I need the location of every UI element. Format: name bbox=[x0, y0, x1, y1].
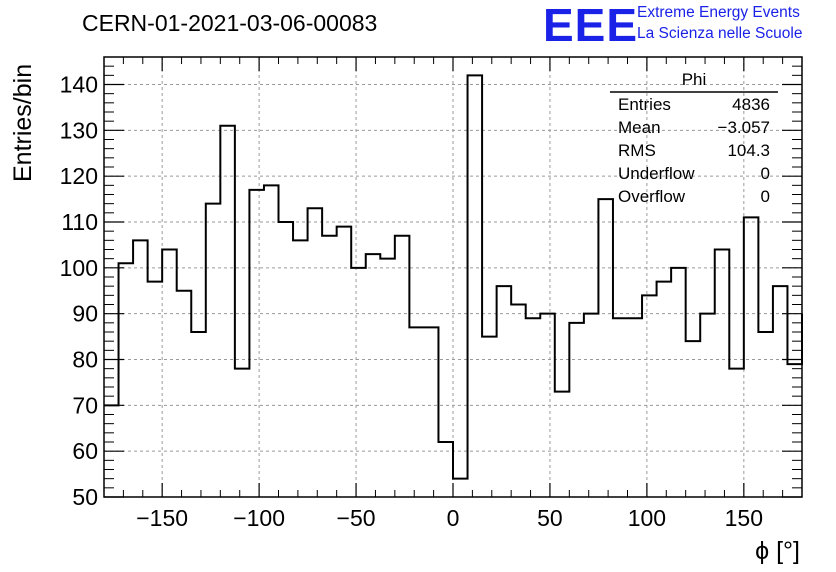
x-tick-label: −150 bbox=[136, 505, 188, 531]
y-tick-label: 100 bbox=[60, 255, 98, 281]
stats-title: Phi bbox=[682, 70, 707, 89]
axis-ticks bbox=[104, 56, 802, 498]
stats-value-entries: 4836 bbox=[732, 95, 770, 114]
stats-value-overflow: 0 bbox=[761, 187, 770, 206]
y-tick-label: 90 bbox=[72, 301, 98, 327]
y-tick-label: 120 bbox=[60, 163, 98, 189]
plot-frame bbox=[103, 56, 803, 498]
y-tick-label: 60 bbox=[72, 438, 98, 464]
stats-label-underflow: Underflow bbox=[618, 164, 695, 183]
chart-title: CERN-01-2021-03-06-00083 bbox=[82, 10, 378, 36]
logo-line-2: La Scienza nelle Scuole bbox=[637, 25, 803, 42]
stats-box: Phi Entries 4836 Mean −3.057 RMS 104.3 U… bbox=[610, 70, 778, 206]
y-tick-labels: 50 60 70 80 90 100 110 120 130 140 bbox=[60, 72, 98, 511]
x-tick-label: 0 bbox=[447, 505, 460, 531]
logo-line-1: Extreme Energy Events bbox=[637, 4, 800, 21]
stats-label-entries: Entries bbox=[618, 95, 671, 114]
y-tick-label: 80 bbox=[72, 347, 98, 373]
x-tick-label: −100 bbox=[233, 505, 285, 531]
y-tick-label: 130 bbox=[60, 117, 98, 143]
x-tick-labels: −150 −100 −50 0 50 100 150 bbox=[136, 505, 763, 531]
stats-label-rms: RMS bbox=[618, 141, 656, 160]
eee-logo: EEE bbox=[543, 0, 639, 51]
y-tick-label: 50 bbox=[72, 484, 98, 510]
y-axis-label: Entries/bin bbox=[9, 64, 37, 182]
x-tick-label: −50 bbox=[337, 505, 376, 531]
x-tick-label: 100 bbox=[628, 505, 666, 531]
stats-value-mean: −3.057 bbox=[718, 118, 770, 137]
stats-value-underflow: 0 bbox=[761, 164, 770, 183]
x-tick-label: 150 bbox=[725, 505, 763, 531]
y-tick-label: 110 bbox=[61, 209, 98, 235]
x-tick-label: 50 bbox=[537, 505, 563, 531]
stats-label-mean: Mean bbox=[618, 118, 661, 137]
y-tick-label: 140 bbox=[60, 72, 98, 98]
x-axis-label: ϕ [°] bbox=[755, 537, 800, 565]
grid-lines bbox=[104, 57, 802, 497]
stats-value-rms: 104.3 bbox=[727, 141, 770, 160]
stats-label-overflow: Overflow bbox=[618, 187, 686, 206]
histogram-line bbox=[104, 74, 803, 480]
y-tick-label: 70 bbox=[72, 392, 98, 418]
